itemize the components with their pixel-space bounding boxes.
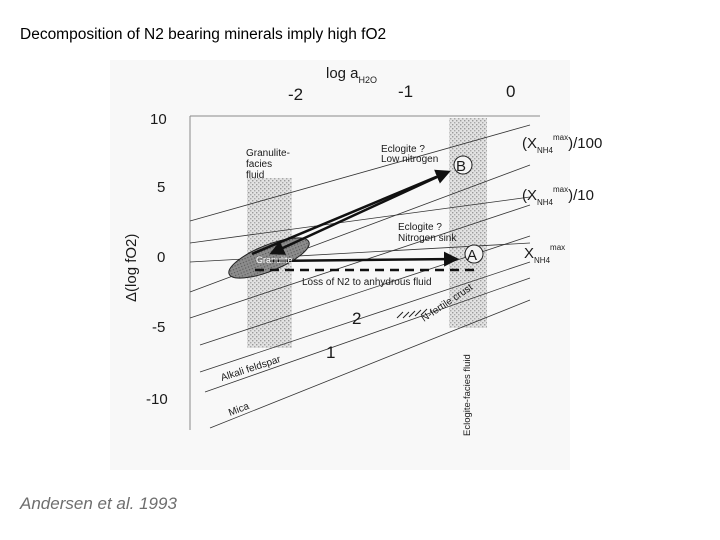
granulite-label: Granulite [256,255,293,265]
left-tick-5: 5 [157,179,165,196]
scan-ghost-texture [110,60,570,470]
top-tick-neg2: -2 [288,85,303,104]
curve-2-label: 2 [352,309,361,328]
point-b-marker [453,155,473,175]
left-tick-neg10: -10 [146,391,168,408]
slide-title: Decomposition of N2 bearing minerals imp… [20,26,387,43]
left-axis-label: Δ(log fO2) [123,234,140,302]
eclogite-fluid-region [449,118,487,328]
n-fertile-crust-hatch [396,308,428,319]
eclogite-low-n-label-1: Eclogite ? [381,144,425,155]
loss-of-n2-label: Loss of N2 to anhydrous fluid [302,277,432,288]
right-label-xnh4-10: (XNH4max)/10 [522,185,594,207]
eclogite-sink-label-1: Eclogite ? [398,222,442,233]
point-a-marker [464,244,484,264]
eclogite-low-n-label-2: Low nitrogen [381,154,438,165]
left-tick-neg5: -5 [152,319,165,336]
alkali-feldspar-line [204,277,531,393]
granulite-fluid-label-1: Granulite- [246,148,290,159]
citation: Andersen et al. 1993 [20,494,177,513]
point-b-label: B [456,158,466,175]
curve-1-label: 1 [326,343,335,362]
mica-line [209,299,531,429]
granulite-fluid-label-3: fluid [246,170,264,181]
top-axis-label: log aH2O [326,65,377,85]
right-label-xnh4-100: (XNH4max)/100 [522,133,602,155]
left-tick-10: 10 [150,111,167,128]
eclogite-fluid-label: Eclogite-facies fluid [462,354,473,436]
top-tick-0: 0 [506,82,515,101]
left-tick-0: 0 [157,249,165,266]
arrow-b-to-granulite [269,170,449,255]
top-tick-neg1: -1 [398,82,413,101]
right-label-xnh4-max: XNH4max [524,243,565,265]
granulite-fluid-label-2: facies [246,159,272,170]
eclogite-sink-label-2: Nitrogen sink [398,233,457,244]
isopleth-xnh4-100 [189,124,531,222]
isopleth-xnh4-10 [189,196,531,244]
curve-1-line [199,261,531,373]
isopleth-upper-2 [189,204,531,319]
arrow-granulite-to-a [269,251,459,267]
point-a-label: A [467,247,477,264]
